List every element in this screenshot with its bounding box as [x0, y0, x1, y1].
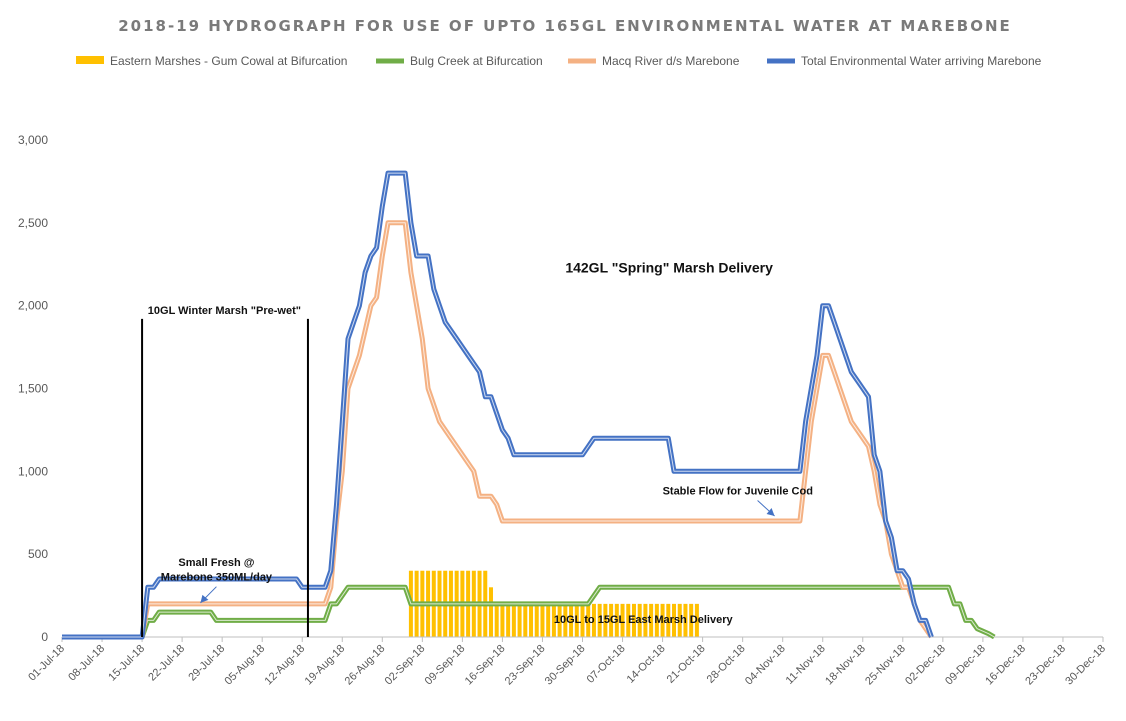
- annotation-east-marsh: 10GL to 15GL East Marsh Delivery: [554, 614, 734, 626]
- bar-eastern-marshes-gum-cowal-at-bifurcation: [620, 603, 625, 637]
- bar-eastern-marshes-gum-cowal-at-bifurcation: [654, 603, 659, 637]
- bar-eastern-marshes-gum-cowal-at-bifurcation: [689, 603, 694, 637]
- bar-eastern-marshes-gum-cowal-at-bifurcation: [506, 603, 511, 637]
- bar-eastern-marshes-gum-cowal-at-bifurcation: [677, 603, 682, 637]
- x-tick-label: 23-Sep-18: [503, 643, 548, 688]
- legend-label-total-environmental-water-arriving-marebone: Total Environmental Water arriving Mareb…: [801, 54, 1042, 68]
- x-tick-label: 15-Jul-18: [106, 643, 147, 684]
- bar-eastern-marshes-gum-cowal-at-bifurcation: [569, 603, 574, 637]
- bar-eastern-marshes-gum-cowal-at-bifurcation: [643, 603, 648, 637]
- x-tick-label: 18-Nov-18: [823, 643, 868, 688]
- x-tick-label: 16-Dec-18: [983, 643, 1028, 688]
- bar-eastern-marshes-gum-cowal-at-bifurcation: [649, 603, 654, 637]
- annotation-small-fresh: Small Fresh @: [178, 557, 254, 569]
- x-tick-label: 29-Jul-18: [186, 643, 227, 684]
- x-tick-label: 22-Jul-18: [146, 643, 187, 684]
- legend: Eastern Marshes - Gum Cowal at Bifurcati…: [76, 54, 1042, 68]
- x-tick-label: 08-Jul-18: [66, 643, 107, 684]
- bar-eastern-marshes-gum-cowal-at-bifurcation: [523, 603, 528, 637]
- chart-title: 2018-19 HYDROGRAPH FOR USE OF UPTO 165GL…: [118, 17, 1012, 35]
- bar-eastern-marshes-gum-cowal-at-bifurcation: [494, 603, 499, 637]
- bar-eastern-marshes-gum-cowal-at-bifurcation: [597, 603, 602, 637]
- x-tick-label: 12-Aug-18: [263, 643, 308, 688]
- series-lines: [62, 170, 996, 640]
- legend-label-eastern-marshes-gum-cowal-at-bifurcation: Eastern Marshes - Gum Cowal at Bifurcati…: [110, 54, 347, 68]
- bar-eastern-marshes-gum-cowal-at-bifurcation: [626, 603, 631, 637]
- x-tick-label: 30-Sep-18: [543, 643, 588, 688]
- bar-eastern-marshes-gum-cowal-at-bifurcation: [683, 603, 688, 637]
- bar-eastern-marshes-gum-cowal-at-bifurcation: [574, 603, 579, 637]
- annotation-spring-delivery: 142GL "Spring" Marsh Delivery: [565, 260, 773, 276]
- legend-label-macq-river-d-s-marebone: Macq River d/s Marebone: [602, 54, 740, 68]
- vertical-markers: [141, 318, 309, 637]
- x-tick-label: 04-Nov-18: [743, 643, 788, 688]
- x-tick-label: 09-Dec-18: [943, 643, 988, 688]
- bar-eastern-marshes-gum-cowal-at-bifurcation: [694, 603, 699, 637]
- y-tick-label: 1,000: [18, 464, 48, 478]
- bar-eastern-marshes-gum-cowal-at-bifurcation: [614, 603, 619, 637]
- x-tick-label: 23-Dec-18: [1023, 643, 1068, 688]
- series-line-highlight-bulg-creek-at-bifurcation: [62, 586, 995, 638]
- x-tick-label: 02-Dec-18: [903, 643, 948, 688]
- y-tick-label: 500: [28, 547, 48, 561]
- annotation-juvenile-cod: Stable Flow for Juvenile Cod: [663, 486, 813, 498]
- x-tick-label: 19-Aug-18: [303, 643, 348, 688]
- x-tick-label: 30-Dec-18: [1063, 643, 1108, 688]
- x-tick-label: 26-Aug-18: [343, 643, 388, 688]
- y-tick-label: 3,000: [18, 133, 48, 147]
- bar-eastern-marshes-gum-cowal-at-bifurcation: [591, 603, 596, 637]
- bar-eastern-marshes-gum-cowal-at-bifurcation: [511, 603, 516, 637]
- x-tick-label: 01-Jul-18: [26, 643, 67, 684]
- legend-swatch-eastern-marshes-gum-cowal-at-bifurcation: [76, 56, 104, 64]
- bar-eastern-marshes-gum-cowal-at-bifurcation: [534, 603, 539, 637]
- x-tick-label: 02-Sep-18: [383, 643, 428, 688]
- y-tick-label: 1,500: [18, 382, 48, 396]
- x-tick-label: 28-Oct-18: [705, 643, 748, 686]
- bar-eastern-marshes-gum-cowal-at-bifurcation: [546, 603, 551, 637]
- bar-eastern-marshes-gum-cowal-at-bifurcation: [517, 603, 522, 637]
- annotation-winter-prewet: 10GL Winter Marsh "Pre-wet": [148, 305, 301, 317]
- bar-eastern-marshes-gum-cowal-at-bifurcation: [609, 603, 614, 637]
- x-tick-label: 11-Nov-18: [784, 643, 828, 687]
- bar-eastern-marshes-gum-cowal-at-bifurcation: [500, 603, 505, 637]
- legend-label-bulg-creek-at-bifurcation: Bulg Creek at Bifurcation: [410, 54, 543, 68]
- bar-eastern-marshes-gum-cowal-at-bifurcation: [580, 603, 585, 637]
- bar-eastern-marshes-gum-cowal-at-bifurcation: [557, 603, 562, 637]
- annotations: 10GL Winter Marsh "Pre-wet" 142GL "Sprin…: [148, 260, 813, 626]
- bar-eastern-marshes-gum-cowal-at-bifurcation: [529, 603, 534, 637]
- annotation-small-fresh-rate: Marebone 350ML/day: [161, 572, 273, 584]
- arrowhead-juvenile-cod: [766, 508, 775, 517]
- bar-eastern-marshes-gum-cowal-at-bifurcation: [551, 603, 556, 637]
- x-tick-label: 09-Sep-18: [423, 643, 468, 688]
- arrowhead-small-fresh: [200, 594, 209, 603]
- series-line-highlight-total-environmental-water-arriving-marebone: [62, 172, 932, 638]
- x-tick-label: 16-Sep-18: [463, 643, 508, 688]
- bar-eastern-marshes-gum-cowal-at-bifurcation: [672, 603, 677, 637]
- bar-eastern-marshes-gum-cowal-at-bifurcation: [631, 603, 636, 637]
- bar-eastern-marshes-gum-cowal-at-bifurcation: [540, 603, 545, 637]
- bar-eastern-marshes-gum-cowal-at-bifurcation: [666, 603, 671, 637]
- x-tick-label: 21-Oct-18: [665, 643, 708, 686]
- x-tick-label: 07-Oct-18: [585, 643, 628, 686]
- bar-eastern-marshes-gum-cowal-at-bifurcation: [637, 603, 642, 637]
- bar-eastern-marshes-gum-cowal-at-bifurcation: [660, 603, 665, 637]
- bar-eastern-marshes-gum-cowal-at-bifurcation: [563, 603, 568, 637]
- x-tick-label: 14-Oct-18: [625, 643, 668, 686]
- y-tick-label: 0: [41, 630, 48, 644]
- bar-eastern-marshes-gum-cowal-at-bifurcation: [488, 587, 493, 637]
- y-tick-label: 2,500: [18, 216, 48, 230]
- bar-eastern-marshes-gum-cowal-at-bifurcation: [586, 603, 591, 637]
- bar-eastern-marshes-gum-cowal-at-bifurcation: [603, 603, 608, 637]
- y-tick-label: 2,000: [18, 299, 48, 313]
- x-tick-label: 25-Nov-18: [863, 643, 908, 688]
- x-tick-label: 05-Aug-18: [223, 643, 268, 688]
